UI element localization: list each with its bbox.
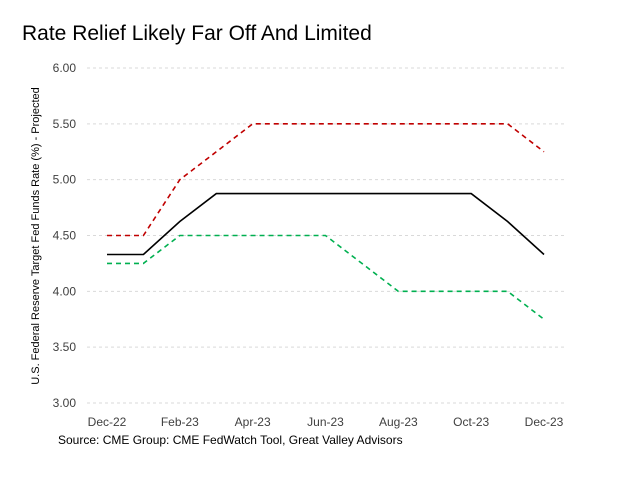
series-lines [107,123,545,320]
gridlines [87,67,566,404]
x-tick-label: Oct-23 [453,415,489,429]
series-line-2 [107,192,545,256]
x-tick-label: Apr-23 [235,415,271,429]
y-tick-labels: 3.00 3.50 4.00 4.50 5.00 5.50 6.00 [53,61,77,410]
x-tick-label: Feb-23 [161,415,199,429]
x-tick-label: Dec-23 [525,415,564,429]
y-tick-label: 4.00 [53,284,77,298]
y-tick-label: 6.00 [53,61,77,75]
y-tick-label: 3.00 [53,396,77,410]
source-note: Source: CME Group: CME FedWatch Tool, Gr… [58,433,403,447]
x-tick-label: Dec-22 [88,415,127,429]
chart-title: Rate Relief Likely Far Off And Limited [22,22,372,45]
y-axis-label: U.S. Federal Reserve Target Fed Funds Ra… [30,87,42,385]
x-tick-label: Jun-23 [307,415,344,429]
series-line-3 [107,234,545,320]
y-tick-label: 5.00 [53,173,77,187]
y-tick-label: 3.50 [53,340,77,354]
series-line-1 [107,123,545,237]
y-tick-label: 5.50 [53,117,77,131]
x-tick-labels: Dec-22 Feb-23 Apr-23 Jun-23 Aug-23 Oct-23 Dec-… [88,415,564,429]
y-tick-label: 4.50 [53,229,77,243]
x-tick-label: Aug-23 [379,415,418,429]
